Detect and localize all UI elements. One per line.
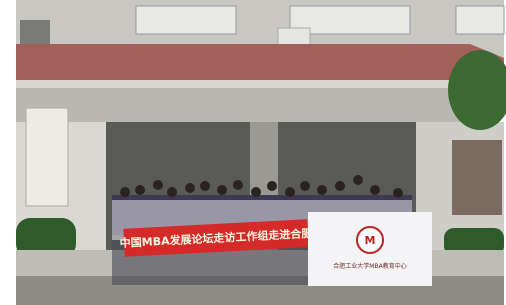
roof-edge: [16, 80, 504, 88]
photo: 中国MBA发展论坛走访工作组走进合肥 M 合肥工业大学MBA教育中心: [0, 0, 506, 305]
window: [456, 6, 504, 34]
window: [136, 6, 236, 34]
air-conditioner: [278, 28, 310, 46]
sign-board: [26, 108, 68, 206]
logo-mark: M: [365, 234, 376, 247]
white-banner-text: 合肥工业大学MBA教育中心: [333, 262, 406, 270]
canopy: [16, 88, 466, 122]
roof: [16, 44, 504, 80]
window-grill: [452, 140, 502, 215]
